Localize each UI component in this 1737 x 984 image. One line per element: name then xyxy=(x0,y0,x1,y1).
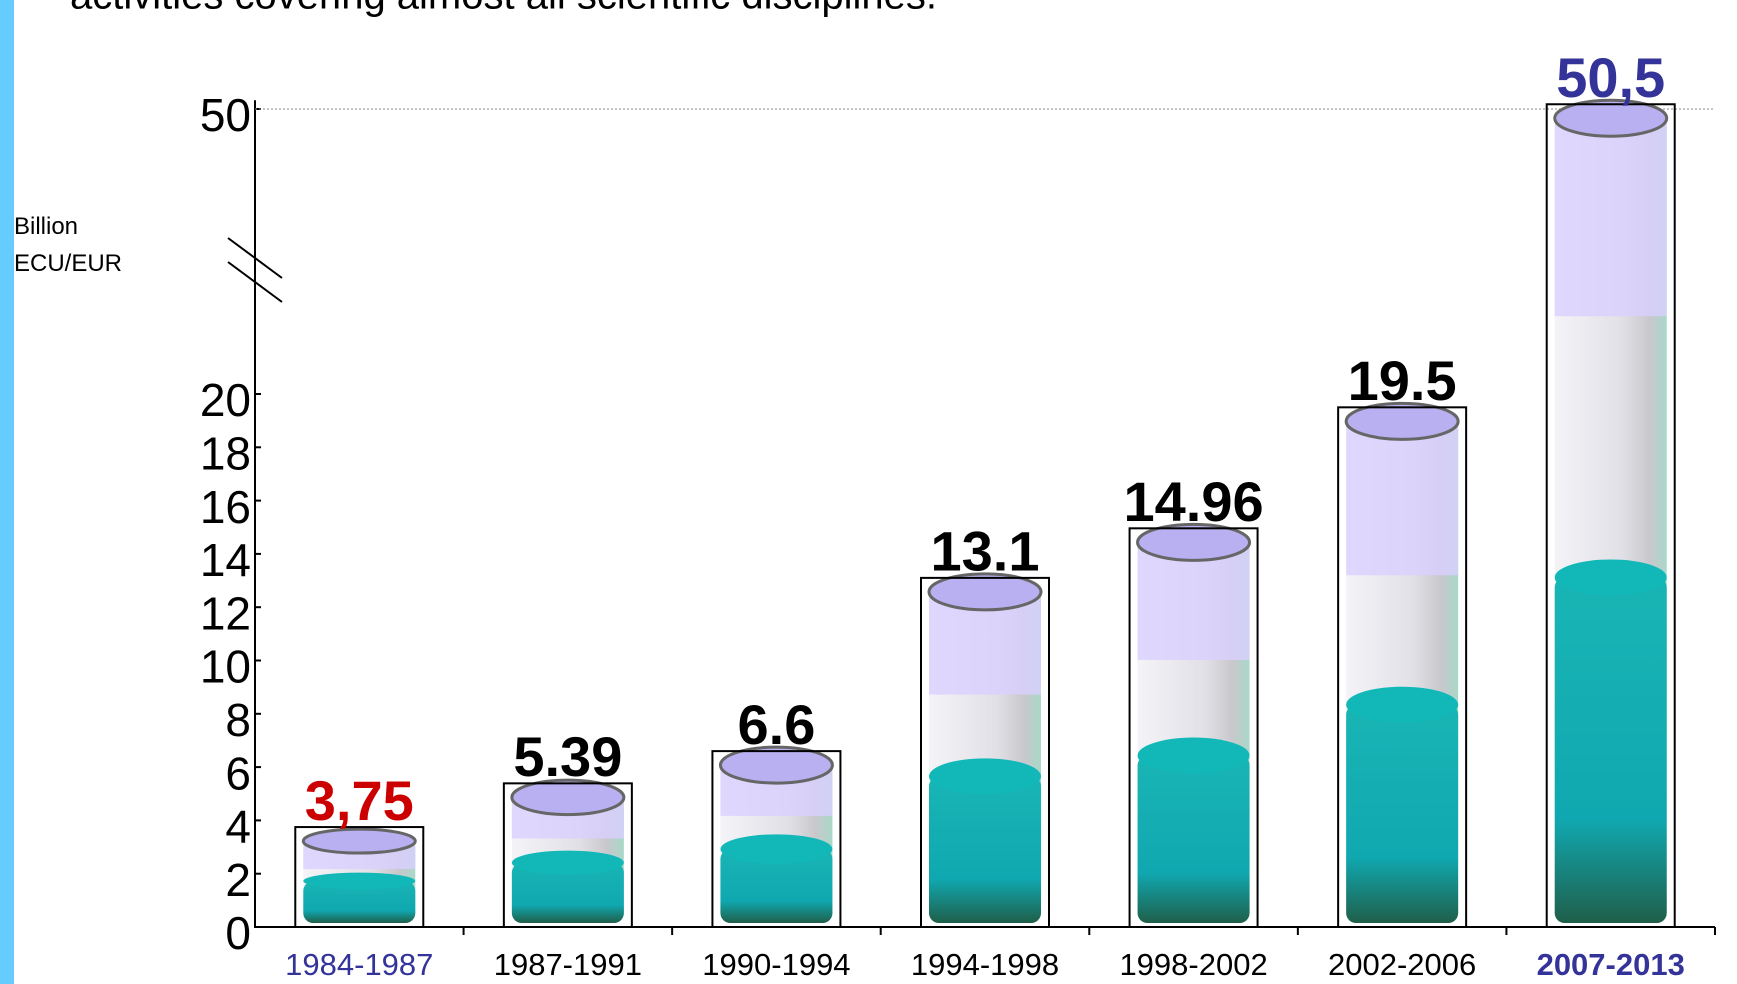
beaker-liquid xyxy=(1346,705,1458,923)
liquid-surface xyxy=(720,834,832,864)
chart-title: activities covering almost all scientifi… xyxy=(70,0,937,18)
x-tick-label: 1990-1994 xyxy=(702,947,850,982)
y-axis-label: Billion ECU/EUR xyxy=(14,208,154,282)
value-label: 6.6 xyxy=(737,693,815,756)
value-label: 5.39 xyxy=(513,725,622,788)
liquid-surface xyxy=(512,851,624,875)
y-tick-label: 6 xyxy=(225,747,251,799)
value-label: 50,5 xyxy=(1556,46,1665,109)
x-tick-label: 1998-2002 xyxy=(1119,947,1267,982)
beaker-top xyxy=(1346,419,1458,575)
page: activities covering almost all scientifi… xyxy=(0,0,1737,984)
chart: activities covering almost all scientifi… xyxy=(0,0,1737,984)
y-tick-label: 50 xyxy=(200,89,251,141)
value-label: 19.5 xyxy=(1348,349,1457,412)
x-tick-label: 2002-2006 xyxy=(1328,947,1476,982)
y-tick-label: 4 xyxy=(225,801,251,853)
beaker-top xyxy=(1555,116,1667,316)
value-label: 14.96 xyxy=(1124,470,1264,533)
x-tick-label: 1987-1991 xyxy=(494,947,642,982)
y-tick-label: 12 xyxy=(200,587,251,639)
y-tick-label: 2 xyxy=(225,854,251,906)
y-tick-label: 14 xyxy=(200,534,251,586)
value-label: 13.1 xyxy=(931,520,1040,583)
y-tick-label: 16 xyxy=(200,481,251,533)
y-tick-label: 20 xyxy=(200,374,251,426)
x-tick-label: 1994-1998 xyxy=(911,947,1059,982)
liquid-surface xyxy=(1555,559,1667,595)
beaker-liquid xyxy=(1555,577,1667,923)
liquid-surface xyxy=(1346,687,1458,723)
beaker-liquid xyxy=(929,776,1041,923)
y-tick-label: 0 xyxy=(225,907,251,959)
y-tick-label: 18 xyxy=(200,427,251,479)
y-tick-label: 10 xyxy=(200,641,251,693)
liquid-surface xyxy=(303,873,415,890)
x-tick-label: 1984-1987 xyxy=(285,947,433,982)
value-label: 3,75 xyxy=(305,769,414,832)
y-tick-label: 8 xyxy=(225,694,251,746)
side-stripe xyxy=(0,0,14,984)
beaker-rim xyxy=(303,829,415,853)
liquid-surface xyxy=(929,758,1041,794)
x-tick-label: 2007-2013 xyxy=(1537,947,1685,982)
beaker-liquid xyxy=(1138,756,1250,923)
liquid-surface xyxy=(1138,738,1250,774)
